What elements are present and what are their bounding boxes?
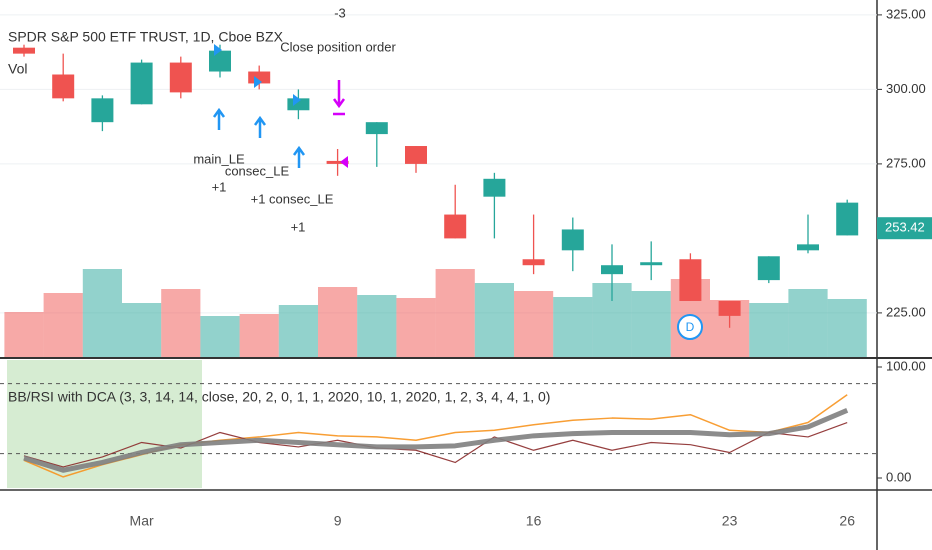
y-tick-label: 300.00	[886, 81, 926, 96]
order-markers	[212, 44, 703, 340]
dividend-marker[interactable]	[677, 314, 703, 340]
candle-body	[91, 98, 114, 123]
annotation: +1	[291, 219, 306, 234]
chart-title: SPDR S&P 500 ETF TRUST, 1D, Cboe BZX	[8, 29, 284, 45]
volume-bar	[631, 291, 671, 357]
volume-bar	[161, 289, 201, 357]
indicator-line	[23, 421, 848, 468]
annotation: Close position order	[280, 39, 396, 54]
x-tick-label: Mar	[130, 513, 154, 529]
candle-body	[405, 146, 427, 164]
volume-bar	[122, 303, 162, 357]
volume-bar	[553, 297, 593, 357]
last-price-label: 253.42	[885, 220, 925, 235]
volume-bar	[278, 305, 318, 357]
candle-body	[130, 62, 153, 105]
y-tick-label: 275.00	[886, 155, 926, 170]
buy-arrow	[212, 107, 226, 130]
x-tick-label: 9	[334, 513, 342, 529]
candle-body	[444, 214, 467, 239]
annotation: main_LE	[193, 151, 245, 166]
candle-body	[522, 259, 545, 266]
x-tick-label: 23	[722, 513, 738, 529]
y-tick-label: 100.00	[886, 358, 926, 373]
y-tick-label: 0.00	[886, 469, 911, 484]
volume-bar	[318, 287, 358, 357]
dividend-label: D	[686, 320, 695, 334]
volume-bar	[474, 283, 514, 357]
candle-body	[248, 71, 271, 84]
candle-body	[836, 202, 859, 236]
candle-body	[601, 265, 623, 275]
candle-body	[326, 160, 349, 164]
x-tick-label: 16	[526, 513, 542, 529]
volume-bar	[514, 291, 554, 357]
annotation: +1	[212, 179, 227, 194]
volume-bar	[435, 269, 475, 357]
candle-body	[209, 50, 231, 72]
candle-body	[13, 47, 35, 54]
candle-body	[169, 62, 192, 93]
candle-body	[483, 178, 506, 197]
buy-arrow	[253, 115, 267, 138]
flag	[340, 156, 348, 168]
volume-bar	[43, 293, 83, 357]
volume-bar	[239, 314, 279, 357]
chart-subtitle: Vol	[8, 61, 27, 77]
candle-body	[365, 122, 388, 135]
candle-body	[679, 259, 702, 301]
sell-arrow	[332, 80, 346, 116]
shaded-region	[7, 360, 202, 488]
annotation: -3	[334, 5, 346, 20]
volume-bar	[357, 295, 397, 357]
volume-bar	[82, 269, 122, 357]
annotation: consec_LE	[225, 163, 290, 178]
volume-bar	[749, 303, 789, 357]
annotation: +1 consec_LE	[251, 191, 334, 206]
y-tick-label: 325.00	[886, 6, 926, 21]
candle-body	[287, 98, 310, 111]
buy-arrow	[292, 145, 306, 168]
flag	[254, 76, 262, 88]
flag	[293, 94, 301, 106]
candle-body	[718, 300, 741, 316]
volume-bar	[788, 289, 828, 357]
volume-bar	[4, 312, 44, 357]
flag	[214, 44, 222, 56]
candle-body	[757, 256, 780, 281]
indicator-line	[23, 407, 849, 473]
volume-bar	[396, 298, 436, 357]
plot: 225.00 275.00 300.00 325.00 Mar 9 16 23 26 0.00 10…	[0, 6, 932, 529]
last-price-box	[877, 217, 932, 240]
x-tick-label: 26	[839, 513, 855, 529]
candle-body	[561, 229, 584, 251]
candle-body	[52, 74, 75, 99]
candle-body	[797, 244, 819, 251]
volume-bar	[200, 316, 240, 357]
indicator-title: BB/RSI with DCA (3, 3, 14, 14, close, 20…	[8, 389, 550, 405]
candle-body	[640, 262, 663, 266]
volume-bar	[827, 299, 867, 357]
y-tick-label: 225.00	[886, 304, 926, 319]
